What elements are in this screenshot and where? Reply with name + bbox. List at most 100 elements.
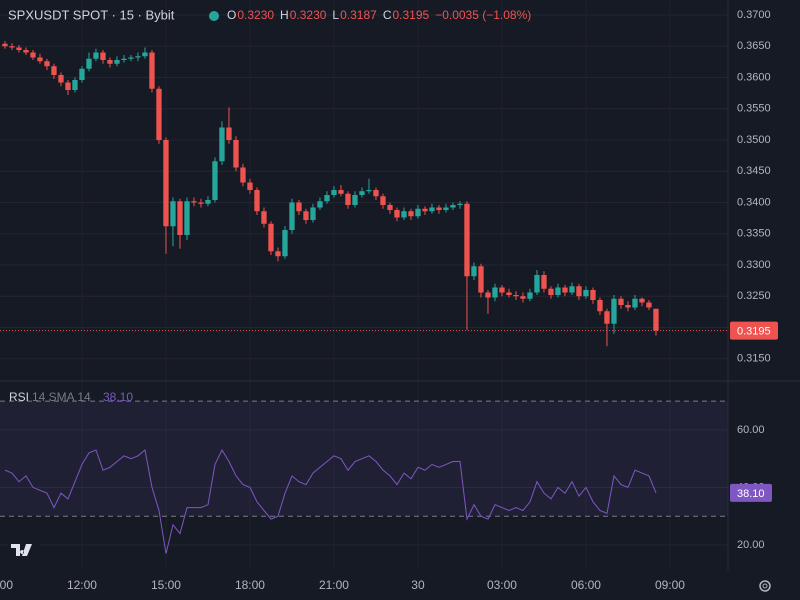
ohlc-name: L — [332, 8, 339, 22]
candle-body — [653, 308, 659, 331]
candle-body — [170, 201, 176, 227]
candle-body — [135, 56, 141, 58]
y-tick-label: 0.3550 — [737, 103, 771, 115]
x-tick-label: 06:00 — [571, 578, 601, 592]
candle-body — [450, 205, 456, 208]
candle-body — [338, 190, 344, 194]
candle-body — [632, 298, 638, 308]
candle-body — [296, 202, 302, 212]
rsi-badge — [730, 483, 772, 502]
candle-body — [240, 167, 246, 183]
candle-body — [16, 47, 22, 50]
ohlc-name: H — [280, 8, 289, 22]
candle-body — [373, 190, 379, 197]
candle-body — [422, 208, 428, 212]
y-tick-label: 0.3600 — [737, 71, 771, 83]
x-tick-label: 12:00 — [67, 578, 97, 592]
y-tick-label: 0.3500 — [737, 134, 771, 146]
candle-body — [310, 207, 316, 220]
ohlc-value: 0.3230 — [290, 8, 327, 22]
candle-body — [345, 193, 351, 205]
ohlc-value: 0.3195 — [392, 8, 429, 22]
candle-body — [177, 201, 183, 235]
candle-body — [93, 52, 99, 59]
candle-body — [639, 298, 645, 303]
candle-body — [86, 58, 92, 69]
candle-body — [212, 161, 218, 200]
candle-body — [156, 88, 162, 140]
rsi-line — [4, 448, 657, 554]
candle-body — [303, 211, 309, 220]
y-tick-label: 0.3700 — [737, 9, 771, 21]
candle-body — [492, 287, 498, 298]
marks — [0, 41, 728, 554]
candle-body — [233, 140, 239, 168]
candle-body — [583, 290, 589, 297]
candle-body — [247, 182, 253, 190]
candle-body — [611, 298, 617, 324]
candle-body — [520, 296, 526, 299]
y-tick-label: 0.3150 — [737, 353, 771, 365]
candle-body — [114, 60, 120, 64]
candle-body — [380, 196, 386, 205]
candle-body — [30, 52, 36, 58]
candle-body — [142, 52, 148, 57]
candle-body — [79, 68, 85, 80]
candle-body — [261, 211, 267, 224]
candle-body — [618, 298, 624, 305]
candle-body — [51, 66, 57, 75]
rsi-header: RSI 14 SMA 14 38.10 — [9, 390, 133, 404]
ohlc-name: C — [383, 8, 392, 22]
candle-body — [646, 302, 652, 308]
grid — [0, 14, 728, 546]
candle-body — [527, 292, 533, 299]
x-tick-label: 09:00 — [655, 578, 685, 592]
candle-body — [464, 203, 470, 277]
candle-body — [401, 211, 407, 218]
candle-body — [429, 207, 435, 212]
rsi-badge-label: 38.10 — [737, 488, 765, 500]
candle-body — [394, 210, 400, 218]
candle-body — [436, 207, 442, 210]
candle-body — [317, 201, 323, 208]
candle-body — [37, 57, 43, 62]
rsi-tick-label: 60.00 — [737, 424, 765, 436]
candle-body — [107, 60, 113, 64]
candle-body — [387, 205, 393, 210]
rsi-params: 14 SMA 14 — [32, 390, 91, 404]
symbol: SPXUSDT SPOT · 15 · Bybit — [8, 7, 175, 22]
last-price-badge — [730, 321, 778, 340]
candle-body — [506, 292, 512, 295]
candle-body — [163, 140, 169, 227]
candle-body — [534, 275, 540, 293]
candle-body — [331, 190, 337, 195]
candle-body — [254, 190, 260, 212]
candle-body — [275, 251, 281, 257]
candle-body — [100, 52, 106, 60]
candle-body — [443, 207, 449, 210]
candle-body — [597, 300, 603, 312]
candle-body — [184, 201, 190, 235]
candle-body — [198, 202, 204, 204]
rsi-tick-label: 20.00 — [737, 539, 765, 551]
y-tick-label: 0.3400 — [737, 196, 771, 208]
candle-body — [408, 211, 414, 217]
candle-body — [191, 201, 197, 203]
candle-body — [513, 295, 519, 297]
candle-body — [268, 223, 274, 252]
x-tick-label: 15:00 — [151, 578, 181, 592]
candle-body — [457, 203, 463, 205]
rsi-band-fill — [0, 401, 728, 517]
candle-body — [366, 190, 372, 192]
candle-body — [2, 43, 8, 47]
status-dot — [209, 11, 219, 21]
candle-body — [72, 80, 78, 90]
y-tick-label: 0.3300 — [737, 259, 771, 271]
candle-body — [562, 287, 568, 293]
settings-icon[interactable] — [759, 580, 771, 592]
ohlc-value: 0.3187 — [340, 8, 377, 22]
candle-body — [590, 290, 596, 300]
candle-body — [58, 75, 64, 83]
